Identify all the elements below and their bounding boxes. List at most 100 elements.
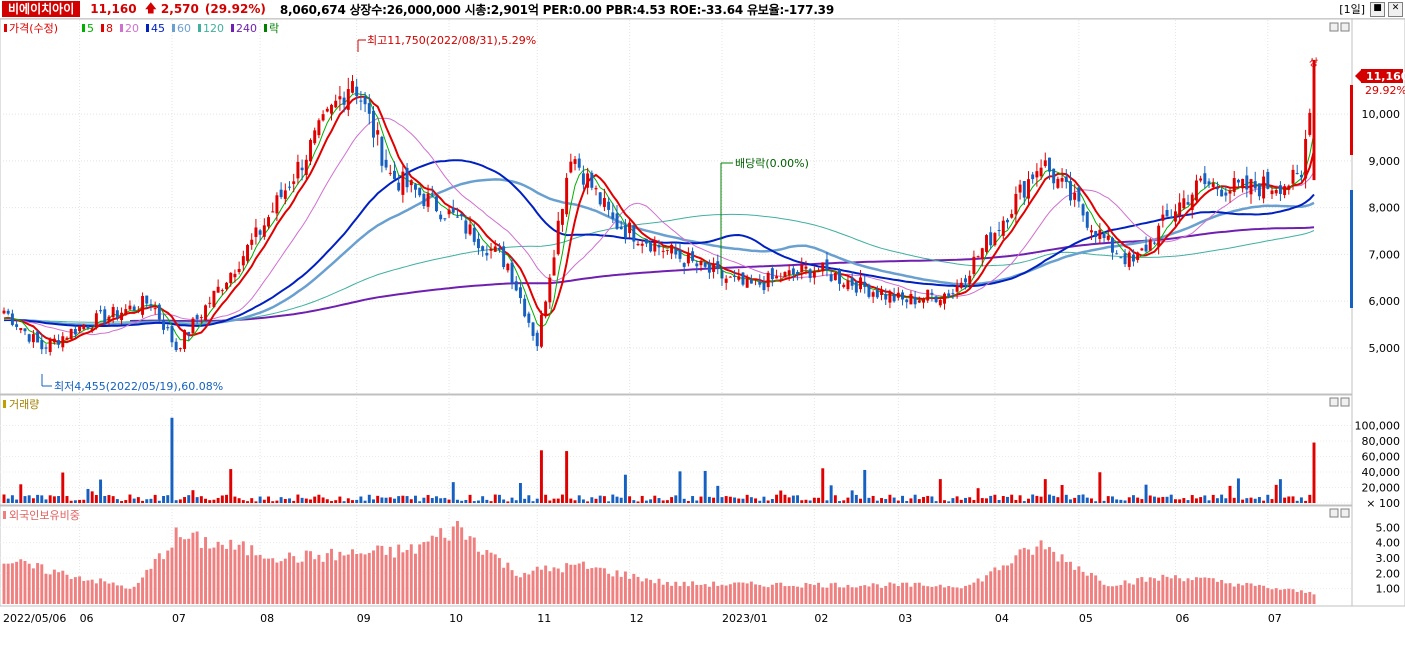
foreign-bar	[615, 570, 619, 604]
panel-minimize-icon[interactable]	[1329, 22, 1339, 32]
stock-header: 비에이치아이 11,160 🡅 2,570 (29.92%) 8,060,674…	[0, 0, 1405, 19]
candle-body	[1152, 242, 1156, 244]
foreign-bar	[535, 566, 539, 604]
volume-bar	[111, 496, 115, 503]
x-tick-label: 03	[898, 612, 912, 625]
foreign-bar	[1287, 588, 1291, 604]
foreign-bar	[57, 572, 61, 604]
volume-bar	[531, 501, 535, 503]
candle-body	[548, 277, 552, 303]
volume-bar	[1199, 497, 1203, 503]
foreign-bar	[309, 551, 312, 604]
svg-text:11,160: 11,160	[1366, 70, 1405, 83]
volume-bar	[1274, 484, 1278, 503]
volume-bars	[2, 417, 1316, 503]
foreign-bar	[300, 561, 304, 604]
panel-close-icon[interactable]	[1340, 397, 1350, 407]
restore-window-icon[interactable]: ■	[1370, 1, 1385, 17]
period-selector[interactable]: [1일]	[1339, 3, 1365, 16]
volume-bar	[745, 494, 749, 503]
foreign-bar	[1069, 561, 1072, 604]
volume-bar	[44, 499, 48, 503]
volume-bar	[1291, 496, 1295, 503]
candle-body	[468, 224, 472, 235]
candle-body	[1081, 204, 1085, 216]
volume-bar	[623, 474, 627, 503]
x-tick-label: 05	[1079, 612, 1093, 625]
close-window-icon[interactable]: ✕	[1388, 1, 1403, 17]
candle-body	[644, 239, 648, 244]
candle-body	[15, 324, 19, 327]
foreign-bar	[968, 584, 972, 604]
volume-bar	[817, 497, 821, 503]
foreign-bar	[947, 586, 951, 604]
candle-body	[1211, 183, 1215, 187]
foreign-bar	[157, 553, 161, 604]
price-panel[interactable]	[0, 18, 1353, 395]
candle-body	[69, 328, 73, 340]
volume-bar	[888, 494, 892, 503]
candle-body	[800, 264, 804, 272]
volume-bar	[1257, 497, 1261, 503]
foreign-bar	[598, 567, 602, 604]
panel-close-icon[interactable]	[1340, 508, 1350, 518]
panel-minimize-icon[interactable]	[1329, 508, 1339, 518]
foreign-bar	[1312, 594, 1316, 604]
candle-body	[204, 305, 208, 321]
candle-body	[808, 269, 812, 279]
foreign-bar	[472, 537, 476, 604]
candle-body	[233, 273, 237, 278]
candle-body	[107, 316, 111, 322]
candle-body	[405, 167, 409, 188]
x-tick-label: 06	[1175, 612, 1189, 625]
candle-body	[846, 280, 850, 290]
volume-bar	[279, 497, 283, 503]
candle-body	[325, 108, 329, 112]
candle-body	[573, 159, 577, 164]
stock-name-badge[interactable]: 비에이치아이	[2, 1, 81, 17]
foreign-bar	[527, 574, 531, 604]
y-axis-labels: 5,000 6,000 7,000 8,000 9,000 10,000 × 100 20,0…	[1355, 108, 1401, 595]
panel-close-icon[interactable]	[1340, 22, 1350, 32]
candle-body	[48, 339, 52, 352]
candle-body	[166, 327, 170, 329]
volume-panel[interactable]	[0, 394, 1353, 506]
foreign-bar	[241, 541, 245, 604]
volume-bar	[27, 495, 31, 503]
volume-bar	[976, 488, 980, 503]
volume-bar	[1232, 497, 1236, 503]
foreign-bar	[1043, 549, 1047, 604]
foreign-y-tick: 5.00	[1376, 521, 1401, 534]
volume-bar	[1022, 501, 1026, 503]
foreign-bar	[384, 554, 388, 604]
candle-body	[598, 192, 602, 205]
foreign-bar	[485, 550, 489, 604]
foreign-bar	[594, 567, 598, 604]
volume-bar	[1157, 497, 1161, 503]
volume-bar	[162, 495, 166, 503]
panel-minimize-icon[interactable]	[1329, 397, 1339, 407]
limit-up-annotation: 상	[1309, 57, 1318, 74]
volume-bar	[460, 500, 464, 503]
foreign-bar	[262, 558, 266, 604]
svg-text:29.92%: 29.92%	[1365, 84, 1405, 97]
svg-text:최고11,750(2022/08/31),5.29%: 최고11,750(2022/08/31),5.29%	[367, 34, 536, 47]
volume-bar	[1215, 498, 1219, 503]
foreign-bar	[351, 549, 354, 604]
candle-body	[1253, 181, 1257, 189]
foreign-bar	[355, 553, 359, 604]
price-y-tick: 9,000	[1369, 155, 1401, 168]
volume-bar	[166, 495, 170, 503]
foreign-bar	[1123, 580, 1127, 604]
volume-bar	[309, 499, 312, 503]
candle-body	[78, 325, 82, 332]
volume-bar	[40, 495, 44, 503]
foreign-bar	[808, 584, 812, 604]
candle-body	[124, 309, 128, 316]
volume-bar	[372, 499, 375, 503]
foreign-bar	[854, 587, 858, 604]
foreign-bar	[959, 588, 963, 604]
foreign-bar	[775, 582, 779, 604]
candle-body	[1006, 219, 1009, 223]
